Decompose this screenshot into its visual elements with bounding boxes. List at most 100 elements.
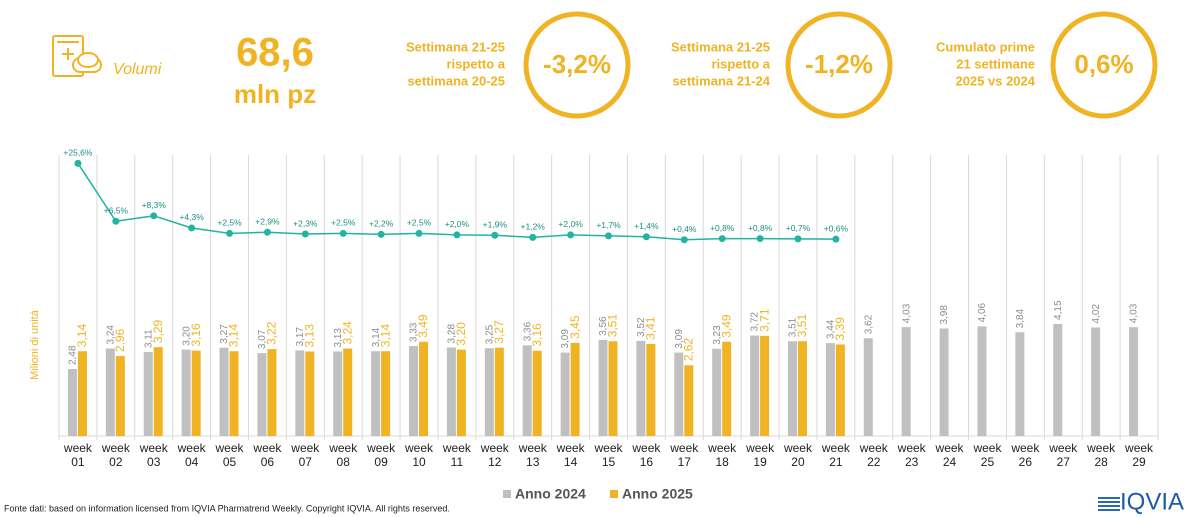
- growth-label: +1,9%: [483, 219, 508, 229]
- x-tick-label: week 21: [821, 441, 850, 469]
- bar: [570, 342, 580, 436]
- x-tick-label: week 07: [291, 441, 320, 469]
- bar: [598, 339, 608, 436]
- bar: [646, 343, 656, 436]
- growth-point: [718, 235, 726, 243]
- bar: [1053, 323, 1063, 436]
- bar-value-label: 4,15: [1053, 300, 1064, 320]
- bar: [1129, 327, 1139, 436]
- bar-value-label: 3,33: [409, 322, 420, 342]
- growth-point: [301, 230, 309, 238]
- legend-swatch: [503, 490, 511, 498]
- bar: [153, 347, 163, 436]
- growth-label: +1,7%: [596, 220, 621, 230]
- bar-value-label: 3,29: [151, 319, 165, 343]
- growth-point: [680, 236, 688, 244]
- x-tick-label: week 28: [1087, 441, 1116, 469]
- x-tick-label: week 16: [632, 441, 661, 469]
- kpi-text: 2025 vs 2024: [955, 73, 1035, 88]
- bar: [419, 341, 429, 436]
- bar-value-label: 3,39: [833, 317, 847, 341]
- bar-value-label: 3,24: [105, 325, 116, 345]
- bar: [181, 349, 191, 436]
- x-tick-label: week 22: [859, 441, 888, 469]
- kpi-circle: [523, 11, 631, 119]
- x-tick-label: week 19: [746, 441, 775, 469]
- bar: [381, 351, 391, 436]
- bar-value-label: 3,45: [568, 315, 582, 339]
- bar: [684, 365, 694, 436]
- x-tick-label: week 25: [973, 441, 1002, 469]
- bar: [105, 348, 115, 436]
- bar: [674, 352, 684, 436]
- growth-label: +2,5%: [407, 218, 432, 228]
- brand-logo: IQVIA: [1120, 488, 1184, 515]
- x-tick-label: week 13: [518, 441, 547, 469]
- bar-value-label: 3,17: [295, 327, 306, 347]
- kpi-text: Cumulato prime: [936, 39, 1035, 54]
- x-tick-label: week 10: [405, 441, 434, 469]
- growth-label: +4,3%: [179, 212, 204, 222]
- bar-value-label: 3,16: [530, 323, 544, 347]
- bar: [722, 341, 732, 436]
- bar: [305, 351, 315, 436]
- bar: [219, 347, 229, 436]
- x-tick-label: week 11: [442, 441, 471, 469]
- bar: [522, 345, 532, 436]
- bar: [191, 350, 201, 436]
- growth-point: [415, 229, 423, 237]
- x-tick-label: week 14: [556, 441, 585, 469]
- x-tick-label: week 05: [215, 441, 244, 469]
- bar: [494, 347, 504, 436]
- kpi-text: rispetto a: [446, 56, 505, 71]
- x-tick-label: week 23: [897, 441, 926, 469]
- x-tick-label: week 17: [670, 441, 699, 469]
- bar: [1015, 332, 1025, 436]
- bar-value-label: 3,51: [788, 317, 799, 337]
- bar: [409, 346, 419, 436]
- kpi-text: settimana 20-25: [407, 73, 505, 88]
- bar-value-label: 3,52: [636, 317, 647, 337]
- bar: [712, 348, 722, 436]
- growth-label: +2,0%: [445, 219, 470, 229]
- bar-value-label: 3,36: [522, 321, 533, 341]
- bar-value-label: 3,13: [333, 328, 344, 348]
- growth-point: [794, 235, 802, 243]
- bar-value-label: 3,98: [939, 305, 950, 325]
- bar: [636, 340, 646, 436]
- growth-label: +0,7%: [786, 223, 811, 233]
- bar-value-label: 2,96: [113, 328, 127, 352]
- growth-label: +6,5%: [104, 206, 129, 216]
- kpi-value: -1,2%: [805, 49, 873, 79]
- bar: [333, 351, 343, 436]
- bar-value-label: 3,62: [863, 314, 874, 334]
- growth-label: +0,8%: [748, 223, 773, 233]
- header-unit: mln pz: [234, 79, 316, 109]
- bar-value-label: 3,23: [712, 325, 723, 345]
- pill-icon: [52, 35, 102, 77]
- bar-value-label: 3,51: [795, 314, 809, 338]
- bar-value-label: 3,16: [189, 323, 203, 347]
- bar: [371, 351, 381, 436]
- bar-value-label: 3,49: [719, 314, 733, 338]
- bar-value-label: 3,09: [674, 329, 685, 349]
- growth-point: [832, 235, 840, 243]
- x-tick-label: week 20: [783, 441, 812, 469]
- bar: [825, 343, 835, 436]
- y-axis-label: Milioni di unità: [29, 309, 41, 380]
- growth-label: +1,4%: [634, 221, 659, 231]
- bar: [1091, 327, 1101, 436]
- x-tick-label: week 29: [1125, 441, 1154, 469]
- bar: [67, 369, 77, 436]
- growth-point: [226, 229, 234, 237]
- bar-value-label: 3,11: [143, 329, 154, 348]
- growth-point: [377, 230, 385, 238]
- growth-label: +1,2%: [521, 222, 546, 232]
- header-label: Volumi: [113, 61, 162, 78]
- kpi-text: Settimana 21-25: [671, 39, 770, 54]
- growth-point: [263, 228, 271, 236]
- growth-point: [567, 231, 575, 239]
- growth-label: +2,5%: [217, 218, 242, 228]
- bar: [760, 335, 770, 436]
